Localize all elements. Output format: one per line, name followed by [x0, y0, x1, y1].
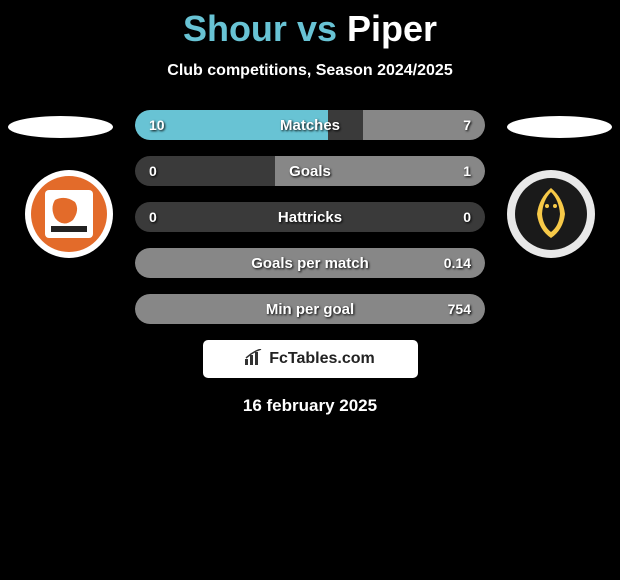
comparison-card: Shour vs Piper Club competitions, Season… [0, 0, 620, 416]
player1-platform [8, 116, 113, 138]
stat-row: 10Matches7 [135, 110, 485, 140]
stat-right-value: 1 [463, 156, 471, 186]
stat-row: 0Hattricks0 [135, 202, 485, 232]
stat-label: Hattricks [135, 202, 485, 232]
stat-label: Goals [135, 156, 485, 186]
chart-icon [245, 349, 263, 370]
stat-label: Min per goal [135, 294, 485, 324]
site-logo-text: FcTables.com [269, 350, 375, 368]
stat-right-value: 7 [463, 110, 471, 140]
subtitle: Club competitions, Season 2024/2025 [0, 62, 620, 80]
stat-row: Min per goal754 [135, 294, 485, 324]
player2-name: Piper [347, 8, 437, 49]
player2-platform [507, 116, 612, 138]
stat-label: Goals per match [135, 248, 485, 278]
player1-name: Shour [183, 8, 287, 49]
stat-right-value: 0 [463, 202, 471, 232]
stat-row: Goals per match0.14 [135, 248, 485, 278]
club-badge-right-icon [507, 170, 595, 258]
stat-right-value: 0.14 [444, 248, 471, 278]
club-badge-left-icon [25, 170, 113, 258]
main-area: 10Matches70Goals10Hattricks0Goals per ma… [0, 110, 620, 324]
page-title: Shour vs Piper [0, 8, 620, 50]
stat-row: 0Goals1 [135, 156, 485, 186]
date-label: 16 february 2025 [0, 396, 620, 416]
club-logo-left [25, 170, 113, 258]
club-logo-right [507, 170, 595, 258]
stat-right-value: 754 [448, 294, 471, 324]
site-logo[interactable]: FcTables.com [203, 340, 418, 378]
vs-label: vs [297, 8, 337, 49]
stat-label: Matches [135, 110, 485, 140]
stats-list: 10Matches70Goals10Hattricks0Goals per ma… [135, 110, 485, 324]
